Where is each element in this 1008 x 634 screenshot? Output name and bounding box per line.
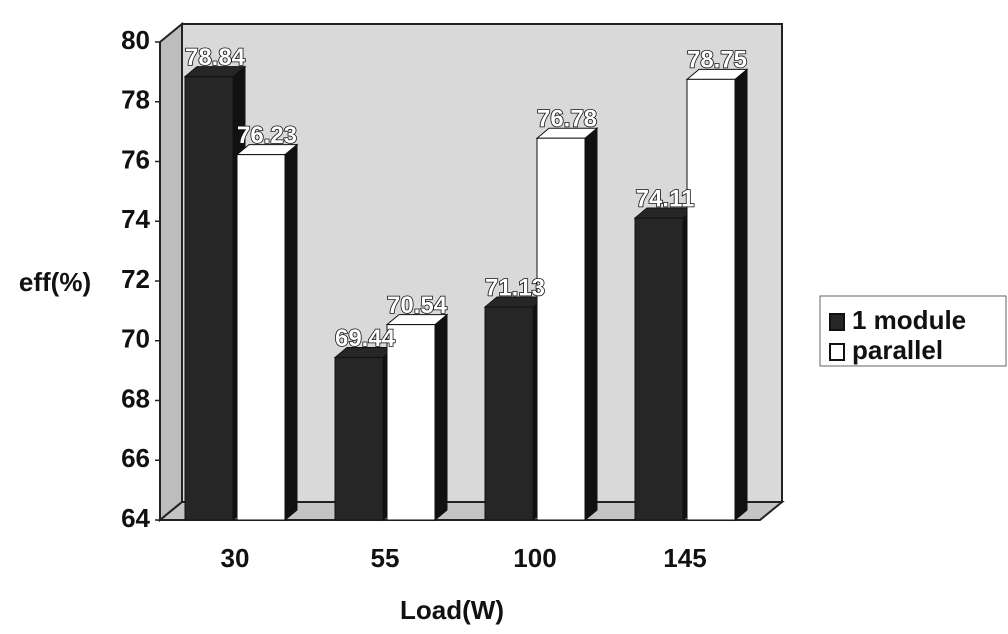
y-tick-label: 74 xyxy=(121,204,150,234)
value-label: 76.78 xyxy=(537,106,597,133)
legend-swatch xyxy=(829,343,845,361)
legend-label: parallel xyxy=(852,335,943,365)
legend-swatch xyxy=(829,313,845,331)
y-tick-label: 80 xyxy=(121,25,150,55)
side-wall xyxy=(159,21,183,523)
bar-side xyxy=(584,127,598,522)
y-tick-label: 68 xyxy=(121,383,150,413)
bar xyxy=(386,324,436,521)
bar xyxy=(484,306,534,521)
y-tick-label: 72 xyxy=(121,264,150,294)
y-tick-label: 70 xyxy=(121,324,150,354)
bar xyxy=(334,356,384,521)
bar xyxy=(184,76,234,521)
y-tick-label: 76 xyxy=(121,144,150,174)
y-tick-label: 64 xyxy=(121,503,150,533)
bar xyxy=(634,217,684,521)
bar xyxy=(536,137,586,521)
y-tick-label: 66 xyxy=(121,443,150,473)
value-label: 76.23 xyxy=(237,122,297,149)
bar-side xyxy=(434,313,448,522)
value-label: 71.13 xyxy=(485,274,545,301)
y-axis-label: eff(%) xyxy=(19,267,91,297)
bar xyxy=(686,78,736,521)
x-tick-label: 30 xyxy=(221,543,250,573)
value-label: 78.84 xyxy=(185,44,246,71)
x-tick-label: 145 xyxy=(663,543,706,573)
legend-box xyxy=(819,295,1007,367)
value-label: 70.54 xyxy=(387,292,448,319)
value-label: 74.11 xyxy=(636,185,695,212)
value-label: 78.75 xyxy=(687,47,747,74)
bar-side xyxy=(284,143,298,522)
y-tick-label: 78 xyxy=(121,85,150,115)
legend-label: 1 module xyxy=(852,305,966,335)
x-tick-label: 55 xyxy=(371,543,400,573)
x-tick-label: 100 xyxy=(513,543,556,573)
value-label: 69.44 xyxy=(335,325,396,352)
x-axis-label: Load(W) xyxy=(400,595,504,625)
bar-side xyxy=(734,68,748,522)
bar xyxy=(236,154,286,521)
